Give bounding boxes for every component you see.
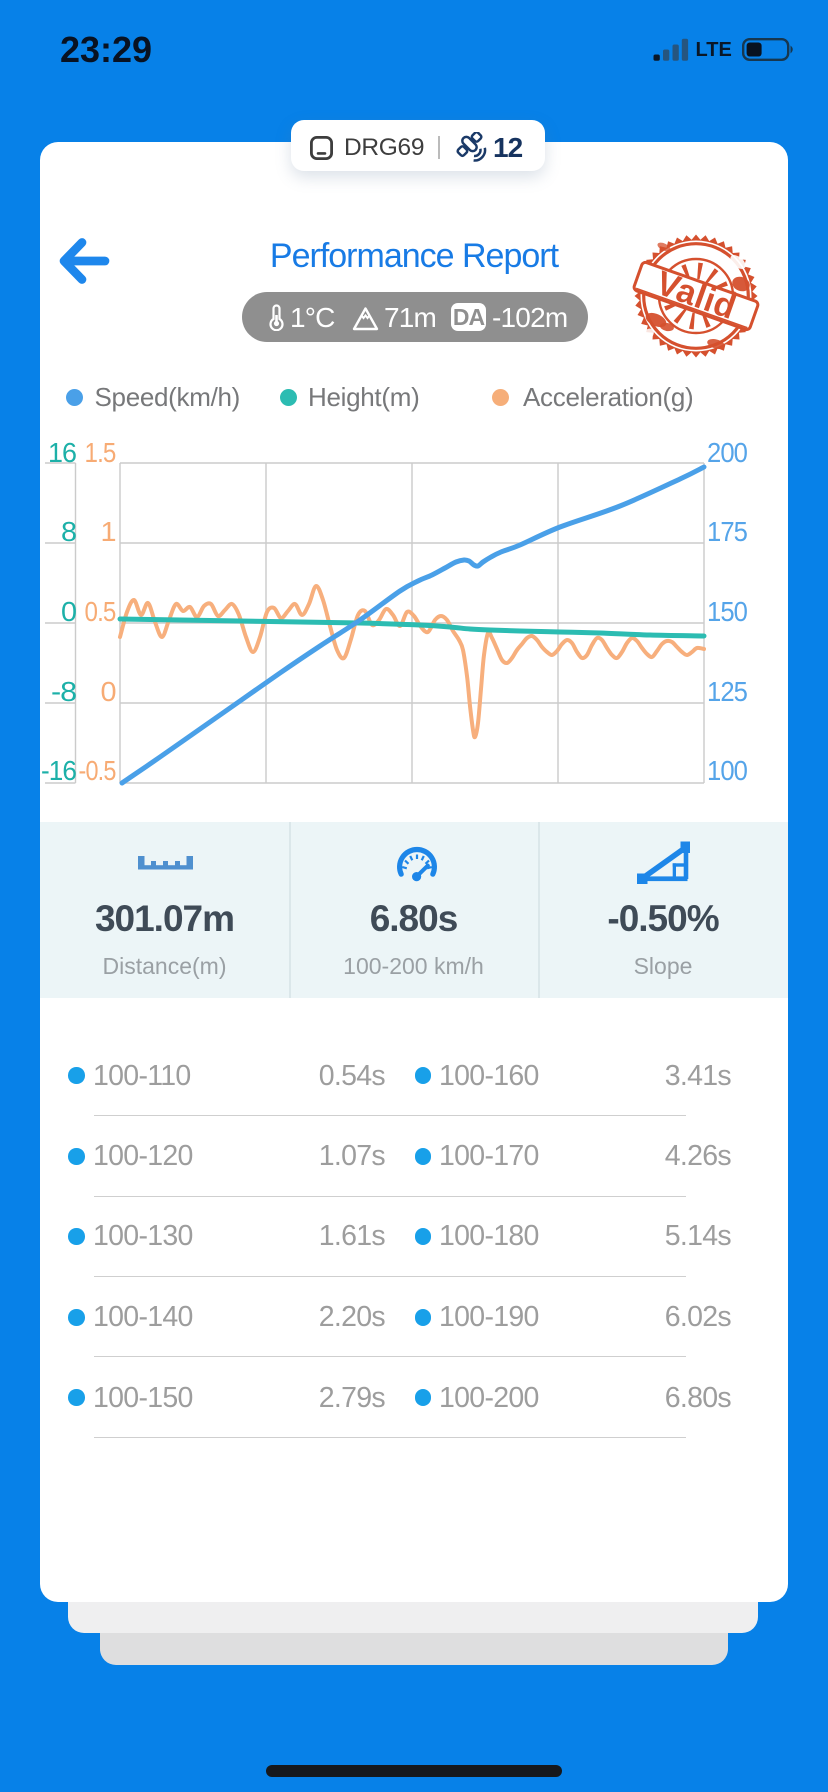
svg-text:8: 8 [61, 516, 76, 547]
svg-text:LTE: LTE [696, 39, 732, 61]
svg-text:150: 150 [707, 596, 747, 627]
svg-text:-8: -8 [51, 676, 76, 707]
svg-text:16: 16 [48, 437, 76, 468]
svg-text:125: 125 [707, 676, 747, 707]
svg-text:0.5: 0.5 [85, 596, 116, 627]
svg-text:200: 200 [707, 437, 747, 468]
svg-text:-16: -16 [41, 755, 76, 786]
svg-text:0: 0 [101, 676, 116, 707]
svg-text:-0.5: -0.5 [79, 755, 116, 786]
svg-text:1: 1 [101, 516, 116, 547]
svg-text:175: 175 [707, 516, 747, 547]
svg-text:1.5: 1.5 [85, 437, 116, 468]
svg-text:100: 100 [707, 755, 747, 786]
svg-text:0: 0 [61, 596, 76, 627]
